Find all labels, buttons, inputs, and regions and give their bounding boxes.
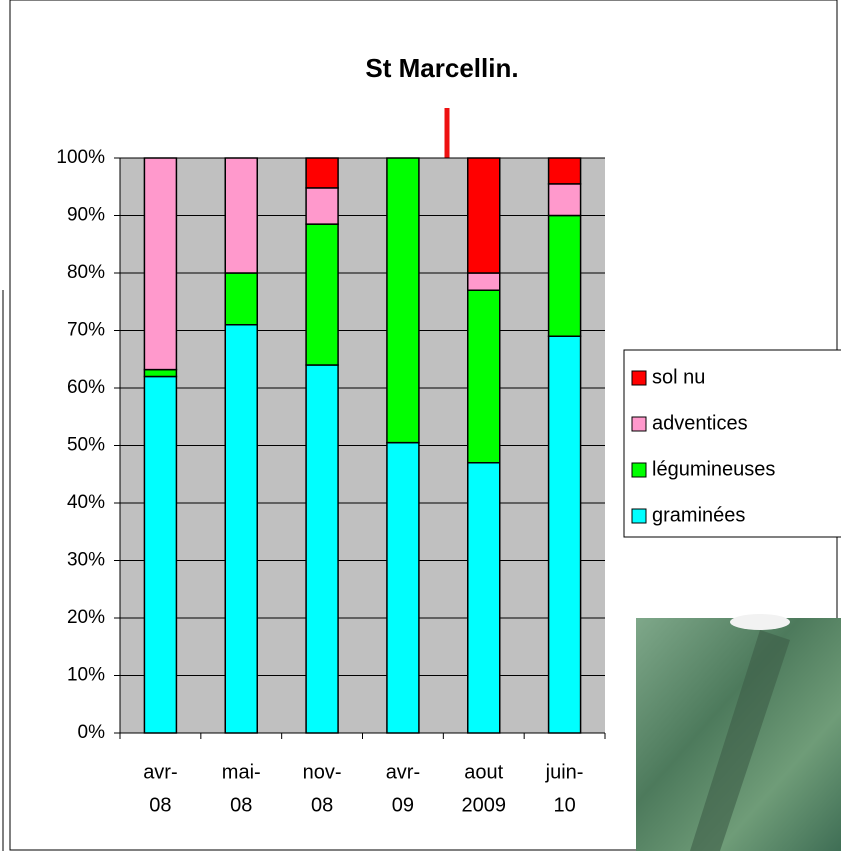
y-tick-label: 100% [56, 147, 105, 168]
y-tick-label: 10% [67, 665, 105, 686]
legend-label: sol nu [652, 366, 705, 388]
legend-swatch [632, 509, 646, 523]
legend-swatch [632, 417, 646, 431]
y-tick-label: 0% [78, 722, 106, 743]
bar-segment [225, 273, 257, 325]
photo-detail [730, 614, 790, 630]
bar-segment [387, 158, 419, 443]
bar-segment [144, 158, 176, 370]
x-tick-label: 09 [392, 794, 414, 816]
bar-segment [144, 370, 176, 377]
y-tick-label: 60% [67, 377, 105, 398]
y-tick-label: 40% [67, 492, 105, 513]
bar-segment [387, 443, 419, 733]
bar-segment [144, 377, 176, 734]
bar-segment [306, 188, 338, 224]
x-tick-label: nov- [303, 761, 342, 783]
bar-segment [468, 158, 500, 273]
bar-segment [306, 365, 338, 733]
legend-label: adventices [652, 412, 748, 434]
y-tick-label: 90% [67, 205, 105, 226]
bar-segment [468, 463, 500, 733]
y-tick-label: 80% [67, 262, 105, 283]
x-tick-label: aout [464, 761, 503, 783]
legend-swatch [632, 371, 646, 385]
legend-label: légumineuses [652, 458, 775, 480]
x-tick-label: 08 [311, 794, 333, 816]
x-tick-label: juin- [545, 761, 584, 783]
x-tick-label: avr- [386, 761, 420, 783]
bar-segment [549, 216, 581, 337]
x-tick-label: mai- [222, 761, 261, 783]
bar-segment [468, 273, 500, 290]
chart: St Marcellin. 0% 10% 20% 30% 40% 50% 60% 70% 80%… [0, 0, 841, 851]
x-tick-label: 08 [149, 794, 171, 816]
bar-segment [306, 224, 338, 365]
y-tick-label: 70% [67, 320, 105, 341]
chart-title: St Marcellin. [365, 53, 518, 83]
x-tick-label: avr- [143, 761, 177, 783]
bar-segment [549, 184, 581, 216]
bar-segment [468, 290, 500, 463]
y-tick-label: 50% [67, 435, 105, 456]
bar-segment [225, 325, 257, 733]
bar-segment [306, 158, 338, 188]
legend-swatch [632, 463, 646, 477]
y-tick-label: 30% [67, 550, 105, 571]
x-tick-label: 2009 [462, 794, 507, 816]
x-tick-label: 10 [553, 794, 575, 816]
y-tick-label: 20% [67, 607, 105, 628]
legend-label: graminées [652, 504, 745, 526]
bar-segment [549, 336, 581, 733]
bar-segment [225, 158, 257, 273]
bar-segment [549, 158, 581, 184]
x-tick-label: 08 [230, 794, 252, 816]
